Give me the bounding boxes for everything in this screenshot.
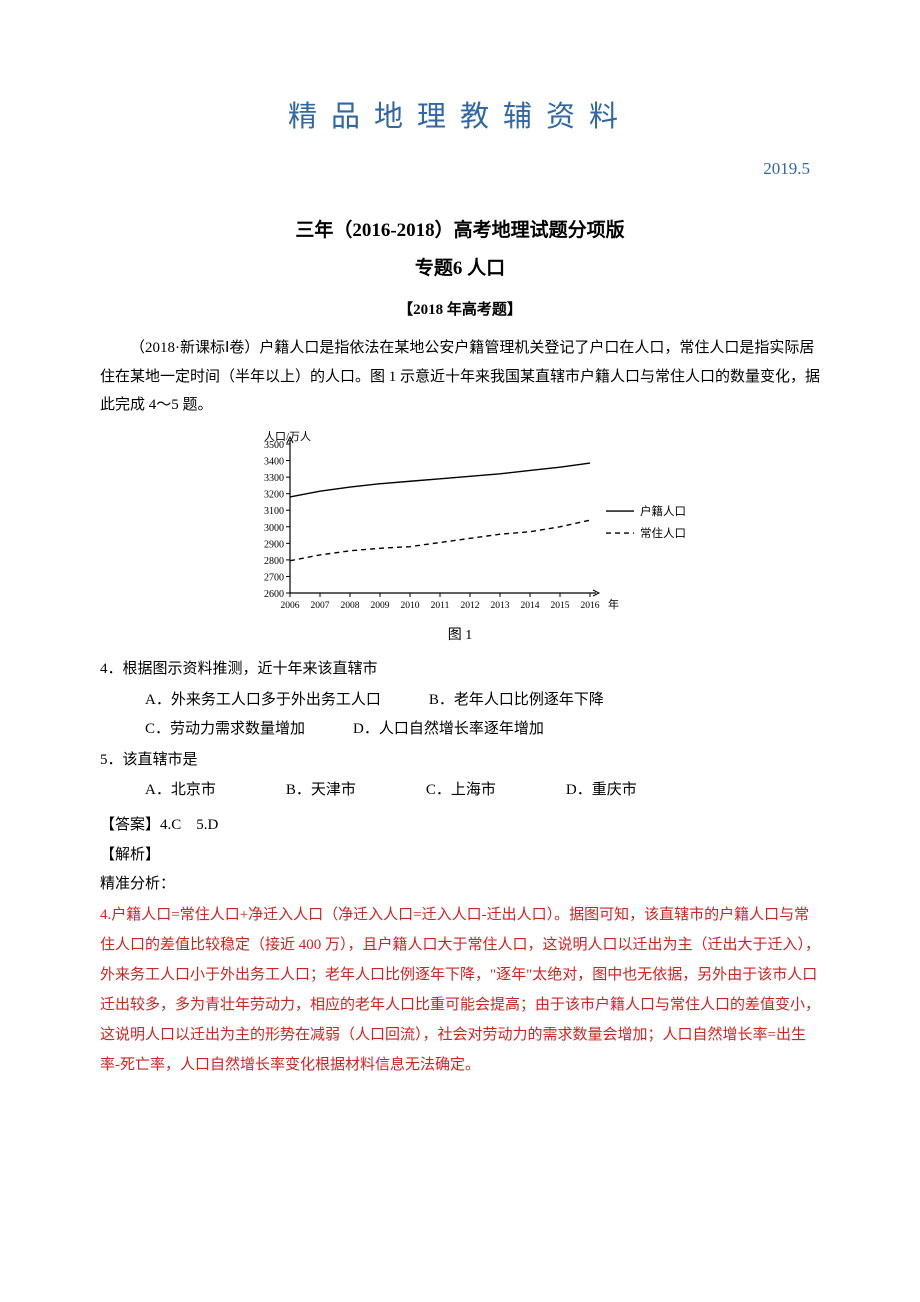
answer-line: 【答案】4.C 5.D — [100, 811, 820, 840]
year-label: 【2018 年高考题】 — [100, 296, 820, 325]
main-title: 三年（2016-2018）高考地理试题分项版 — [100, 213, 820, 249]
q5-option-d: D．重庆市 — [566, 776, 637, 805]
svg-text:3500: 3500 — [264, 440, 284, 451]
svg-text:户籍人口: 户籍人口 — [640, 504, 686, 518]
q5-option-b: B．天津市 — [286, 776, 356, 805]
svg-text:3000: 3000 — [264, 522, 284, 533]
q5-stem: 5．该直辖市是 — [100, 746, 820, 775]
passage-text: （2018·新课标Ⅰ卷）户籍人口是指依法在某地公安户籍管理机关登记了户口在人口，… — [100, 334, 820, 420]
analysis-text: 4.户籍人口=常住人口+净迁入人口（净迁入人口=迁入人口-迁出人口）。据图可知，… — [100, 900, 820, 1080]
q5-option-c: C．上海市 — [426, 776, 496, 805]
svg-text:3200: 3200 — [264, 489, 284, 500]
svg-text:2010: 2010 — [401, 601, 420, 611]
line-chart: 人口/万人26002700280029003000310032003300340… — [230, 426, 690, 621]
svg-text:2014: 2014 — [521, 601, 540, 611]
svg-text:年: 年 — [608, 597, 619, 611]
sub-title: 专题6 人口 — [100, 251, 820, 287]
svg-text:2015: 2015 — [551, 601, 570, 611]
headline: 精品地理教辅资料 — [100, 90, 820, 145]
svg-text:2009: 2009 — [371, 601, 390, 611]
svg-text:2013: 2013 — [491, 601, 510, 611]
svg-text:2700: 2700 — [264, 572, 284, 583]
svg-text:3400: 3400 — [264, 456, 284, 467]
svg-text:常住人口: 常住人口 — [640, 526, 686, 540]
svg-text:2007: 2007 — [311, 601, 330, 611]
svg-text:2800: 2800 — [264, 555, 284, 566]
chart-caption: 图 1 — [100, 623, 820, 650]
q4-option-d: D．人口自然增长率逐年增加 — [353, 715, 544, 744]
svg-text:3100: 3100 — [264, 506, 284, 517]
q4-option-c: C．劳动力需求数量增加 — [145, 715, 305, 744]
q4-option-b: B．老年人口比例逐年下降 — [429, 686, 604, 715]
chart-container: 人口/万人26002700280029003000310032003300340… — [100, 426, 820, 621]
svg-text:2012: 2012 — [461, 601, 480, 611]
svg-text:2900: 2900 — [264, 539, 284, 550]
explain-sub: 精准分析： — [100, 870, 820, 899]
svg-text:2600: 2600 — [264, 589, 284, 600]
svg-text:2008: 2008 — [341, 601, 360, 611]
svg-text:3300: 3300 — [264, 473, 284, 484]
header-date: 2019.5 — [100, 153, 820, 185]
q4-option-a: A．外来务工人口多于外出务工人口 — [145, 686, 381, 715]
analysis-block: 4.户籍人口=常住人口+净迁入人口（净迁入人口=迁入人口-迁出人口）。据图可知，… — [100, 900, 820, 1080]
q4-stem: 4．根据图示资料推测，近十年来该直辖市 — [100, 655, 820, 684]
svg-text:2011: 2011 — [431, 601, 450, 611]
q5-option-a: A．北京市 — [145, 776, 216, 805]
q4-options: A．外来务工人口多于外出务工人口 B．老年人口比例逐年下降 C．劳动力需求数量增… — [145, 686, 820, 744]
explain-header: 【解析】 — [100, 841, 820, 870]
svg-text:2016: 2016 — [581, 601, 600, 611]
q5-options: A．北京市 B．天津市 C．上海市 D．重庆市 — [145, 776, 820, 805]
svg-text:2006: 2006 — [281, 601, 300, 611]
